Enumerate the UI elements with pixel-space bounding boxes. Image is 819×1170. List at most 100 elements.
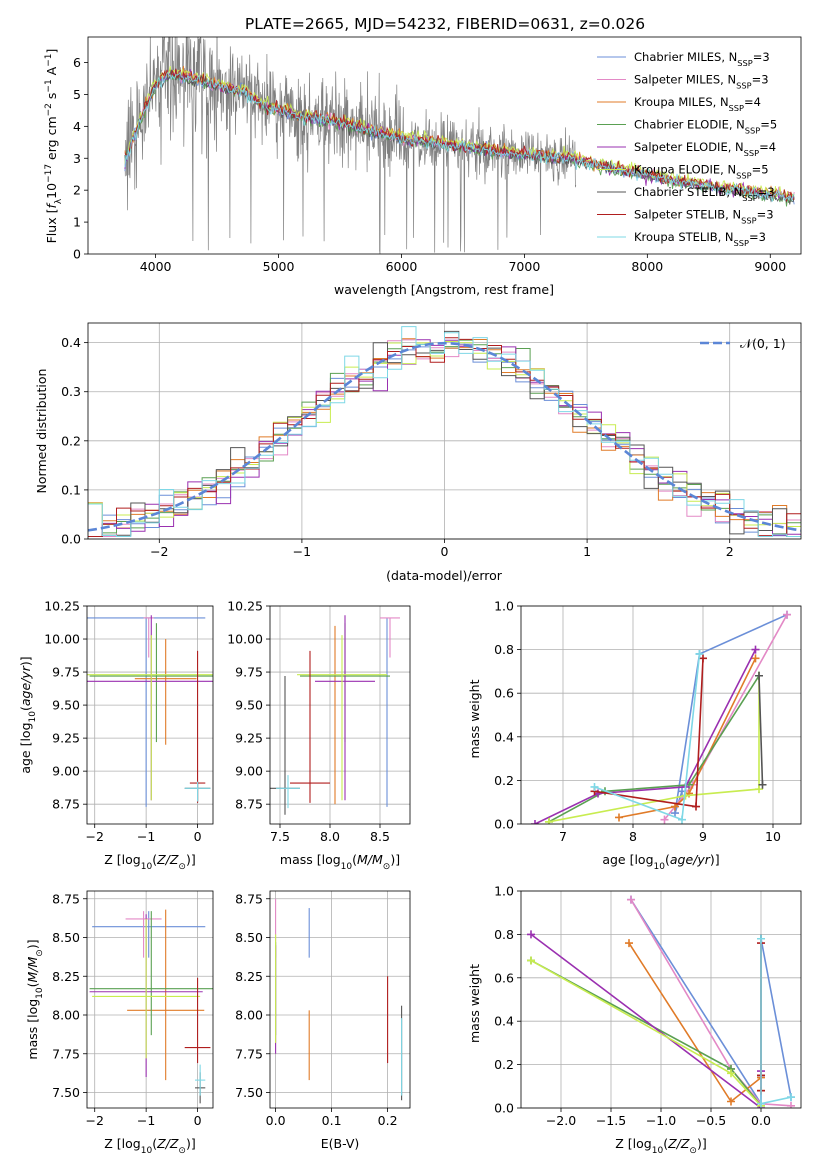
axes-frame [520, 890, 802, 1109]
y-axis-label: mass weight [467, 679, 482, 758]
y-tick-label: 8.75 [52, 891, 80, 906]
errorbar-point [315, 615, 375, 801]
y-tick-label: 0.3 [61, 384, 81, 399]
y-tick-label: 0.2 [61, 433, 81, 448]
errorbar-point [276, 775, 300, 809]
y-tick-label: 1 [73, 215, 81, 230]
y-tick-label: 10.25 [227, 599, 263, 614]
legend-entry: 𝒩(0, 1) [740, 336, 786, 351]
x-tick-label: −1 [137, 1113, 155, 1128]
x-tick-label: −2.0 [546, 1113, 576, 1128]
weight-marker [660, 815, 669, 824]
x-tick-label: 7 [559, 829, 567, 844]
weight-line [548, 675, 760, 823]
axes-frame [86, 890, 214, 1109]
x-axis-label: age [log10(age/yr)] [602, 852, 719, 872]
x-tick-label: 8000 [631, 259, 663, 274]
observed-spectrum [124, 37, 577, 254]
x-tick-label: 10 [765, 829, 781, 844]
weight-marker [615, 813, 623, 822]
plot-area [527, 895, 795, 1108]
weight-series [590, 649, 704, 824]
y-tick-label: 0.4 [494, 1014, 514, 1029]
panel-histogram: −2 −1 0 1 2 0.0 0.1 0.2 0.3 0.4 (data-model)/error… [34, 322, 802, 583]
y-tick-label: 7.75 [52, 1046, 80, 1061]
x-tick-label: 9000 [754, 259, 786, 274]
x-tick-label: 0.2 [378, 1113, 398, 1128]
weight-marker [527, 930, 535, 939]
model-fit-line [124, 66, 795, 199]
y-tick-label: 0.8 [494, 927, 514, 942]
y-tick-label: 0.0 [494, 1101, 514, 1116]
y-tick-label: 0.4 [494, 729, 514, 744]
normal-curve [88, 341, 801, 532]
y-axis-label: mass [log10(M/M⊙)] [25, 939, 45, 1059]
y-tick-label: 9.25 [52, 731, 80, 746]
weight-marker [531, 820, 539, 824]
y-axis-label: Normed distribution [34, 369, 49, 494]
y-tick-label: 3 [73, 151, 81, 166]
panel-mass_vs_EBV: 0.0 0.1 0.2 7.50 7.75 8.00 8.25 8.50 8.75 E(B-V) [235, 890, 411, 1151]
plot-area [124, 37, 795, 254]
weight-marker [545, 817, 553, 824]
panel-age_vs_mass: 7.5 8.0 8.5 8.75 9.00 9.25 9.50 9.75 10.00 10.25 m… [227, 599, 411, 872]
y-tick-label: 10.00 [44, 632, 80, 647]
weight-marker [755, 785, 763, 794]
x-tick-label: 5000 [263, 259, 295, 274]
weight-series [755, 671, 767, 789]
y-tick-label: 0.6 [494, 686, 514, 701]
weight-marker [757, 1099, 765, 1108]
y-tick-label: 8.50 [235, 930, 263, 945]
y-tick-label: 1.0 [494, 884, 514, 899]
y-tick-label: 0.4 [61, 335, 81, 350]
x-axis-label: E(B-V) [321, 1136, 360, 1151]
weight-marker [755, 671, 763, 680]
weight-marker [727, 1069, 735, 1078]
x-tick-label: −1 [293, 544, 311, 559]
panel-weight_vs_Z: −2.0 −1.5 −1.0 −0.5 0.0 0.0 0.2 0.4 0.6 0.8 1.0 Z [… [467, 884, 802, 1156]
x-axis-label: Z [log10(Z/Z⊙)] [104, 852, 195, 872]
y-tick-label: 8.75 [235, 797, 263, 812]
x-tick-label: 2 [726, 544, 734, 559]
x-axis-label: (data-model)/error [386, 568, 503, 583]
y-tick-label: 0.8 [494, 642, 514, 657]
legend-entry: Kroupa ELODIE, NSSP=5 [634, 163, 769, 181]
x-tick-label: −2 [150, 544, 168, 559]
weight-series [615, 654, 760, 822]
weight-marker [787, 1093, 795, 1102]
axes-frame [86, 605, 214, 825]
x-tick-label: 0 [194, 829, 202, 844]
axes-frame [87, 36, 802, 255]
x-tick-label: −1.5 [596, 1113, 626, 1128]
y-tick-label: 8.00 [52, 1008, 80, 1023]
errorbar-point [143, 617, 154, 658]
legend-entry: Chabrier ELODIE, NSSP=5 [634, 118, 777, 136]
weight-marker [757, 934, 765, 943]
x-tick-label: 7.5 [270, 829, 290, 844]
legend-entry: Salpeter MILES, NSSP=3 [634, 73, 769, 91]
weight-marker [758, 780, 767, 789]
plot-area [87, 615, 213, 807]
x-tick-label: 0 [194, 1113, 202, 1128]
panel-mass_vs_Z: −2 −1 0 7.50 7.75 8.00 8.25 8.50 8.75 Z [log10(Z/… [25, 890, 214, 1156]
y-axis-label: mass weight [467, 964, 482, 1043]
x-tick-label: −2 [85, 829, 103, 844]
weight-marker [678, 815, 686, 824]
axes-frame [269, 890, 411, 1109]
x-tick-label: 0.0 [751, 1113, 771, 1128]
x-tick-label: −2 [85, 1113, 103, 1128]
errorbar-point [195, 1064, 206, 1096]
x-tick-label: 8 [629, 829, 637, 844]
errorbar-point [184, 781, 211, 802]
weight-line [534, 649, 757, 824]
y-tick-label: 0.2 [494, 773, 514, 788]
errorbar-point [134, 639, 197, 745]
errorbar-point [89, 911, 213, 1036]
weight-series [757, 934, 795, 1108]
x-axis-label: Z [log10(Z/Z⊙)] [615, 1136, 706, 1156]
y-tick-label: 7.50 [52, 1085, 80, 1100]
x-tick-label: 0 [441, 544, 449, 559]
y-tick-label: 9.00 [52, 764, 80, 779]
x-tick-label: 0.0 [266, 1113, 286, 1128]
y-tick-label: 7.50 [235, 1085, 263, 1100]
